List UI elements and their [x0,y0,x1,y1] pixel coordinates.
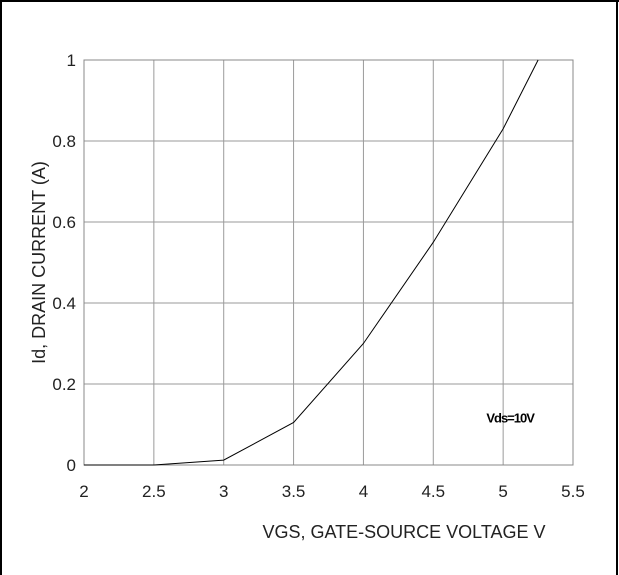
x-tick-labels: 2 2.5 3 3.5 4 4.5 5 5.5 [79,482,585,501]
y-tick-label: 1 [67,51,76,70]
y-tick-labels: 0 0.2 0.4 0.6 0.8 1 [52,51,76,475]
x-tick-label: 5.5 [561,482,585,501]
x-tick-label: 2 [79,482,88,501]
plot-area-border [83,59,574,466]
frame-top-border [0,0,619,2]
y-tick-label: 0 [67,456,76,475]
y-tick-label: 0.4 [52,294,76,313]
frame-right-border [616,0,618,575]
grid-lines [84,60,573,465]
y-tick-label: 0.6 [52,213,76,232]
x-tick-label: 3.5 [282,482,306,501]
x-tick-label: 3 [219,482,228,501]
x-axis-label: VGS, GATE-SOURCE VOLTAGE V [262,522,545,542]
drain-current-curve [84,59,539,466]
vds-annotation: Vds=10V [486,410,535,425]
frame-left-border [0,0,2,575]
x-tick-label: 4.5 [421,482,445,501]
x-tick-label: 2.5 [142,482,166,501]
y-tick-label: 0.2 [52,375,76,394]
x-tick-label: 5 [498,482,507,501]
y-axis-label: Id, DRAIN CURRENT (A) [29,161,49,364]
series-layer [84,59,539,466]
y-tick-label: 0.8 [52,132,76,151]
x-tick-label: 4 [359,482,368,501]
